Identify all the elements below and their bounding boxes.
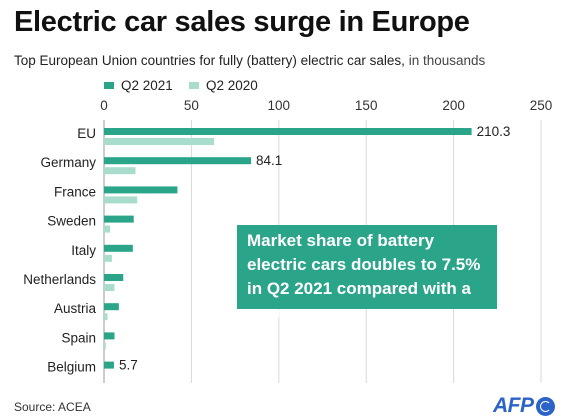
bar-q2-2020: [104, 313, 108, 321]
legend-label: Q2 2020: [206, 78, 258, 93]
afp-logo-text: AFP: [493, 394, 534, 417]
x-tick-label: 200: [442, 98, 465, 113]
x-tick-label: 250: [530, 98, 553, 113]
category-label: Austria: [54, 301, 97, 316]
legend-label: Q2 2021: [121, 78, 173, 93]
subtitle-unit: in thousands: [408, 53, 486, 68]
bar-q2-2020: [104, 342, 106, 350]
afp-logo-mark: [535, 396, 555, 416]
market-share-callout: Market share of battery electric cars do…: [237, 225, 497, 322]
x-tick-label: 150: [355, 98, 378, 113]
data-label: 210.3: [477, 124, 511, 139]
bar-q2-2020: [104, 284, 115, 291]
bar-q2-2021: [104, 244, 133, 252]
x-tick-label: 100: [268, 98, 291, 113]
legend-swatch: [189, 82, 199, 89]
x-tick-label: 0: [100, 98, 108, 113]
bar-q2-2021: [104, 157, 252, 165]
x-tick-label: 50: [184, 98, 199, 113]
data-label: 5.7: [119, 358, 138, 373]
legend-swatch: [104, 82, 114, 89]
source-note: Source: ACEA: [14, 400, 91, 414]
bar-q2-2021: [104, 274, 124, 281]
bar-q2-2021: [104, 303, 119, 311]
bar-q2-2020: [104, 254, 112, 262]
bar-q2-2020: [104, 138, 215, 145]
bar-q2-2021: [104, 361, 114, 369]
chart-title: Electric car sales surge in Europe: [14, 6, 470, 38]
bar-q2-2021: [104, 186, 178, 194]
category-label: Spain: [61, 330, 96, 345]
category-label: Sweden: [47, 214, 96, 229]
chart-subtitle: Top European Union countries for fully (…: [14, 53, 485, 68]
bar-q2-2020: [104, 225, 111, 233]
category-label: EU: [77, 126, 96, 141]
bar-q2-2021: [104, 215, 134, 223]
category-label: Netherlands: [23, 272, 96, 287]
category-label: Belgium: [47, 360, 96, 375]
category-label: Italy: [71, 243, 96, 258]
category-label: Germany: [40, 155, 96, 170]
data-label: 84.1: [256, 153, 282, 168]
category-label: France: [54, 184, 96, 199]
bar-q2-2020: [104, 167, 136, 175]
subtitle-main: Top European Union countries for fully (…: [14, 53, 405, 68]
bar-q2-2020: [104, 196, 138, 204]
bar-q2-2021: [104, 332, 115, 340]
afp-logo: AFP: [493, 394, 555, 418]
bar-q2-2021: [104, 128, 472, 135]
